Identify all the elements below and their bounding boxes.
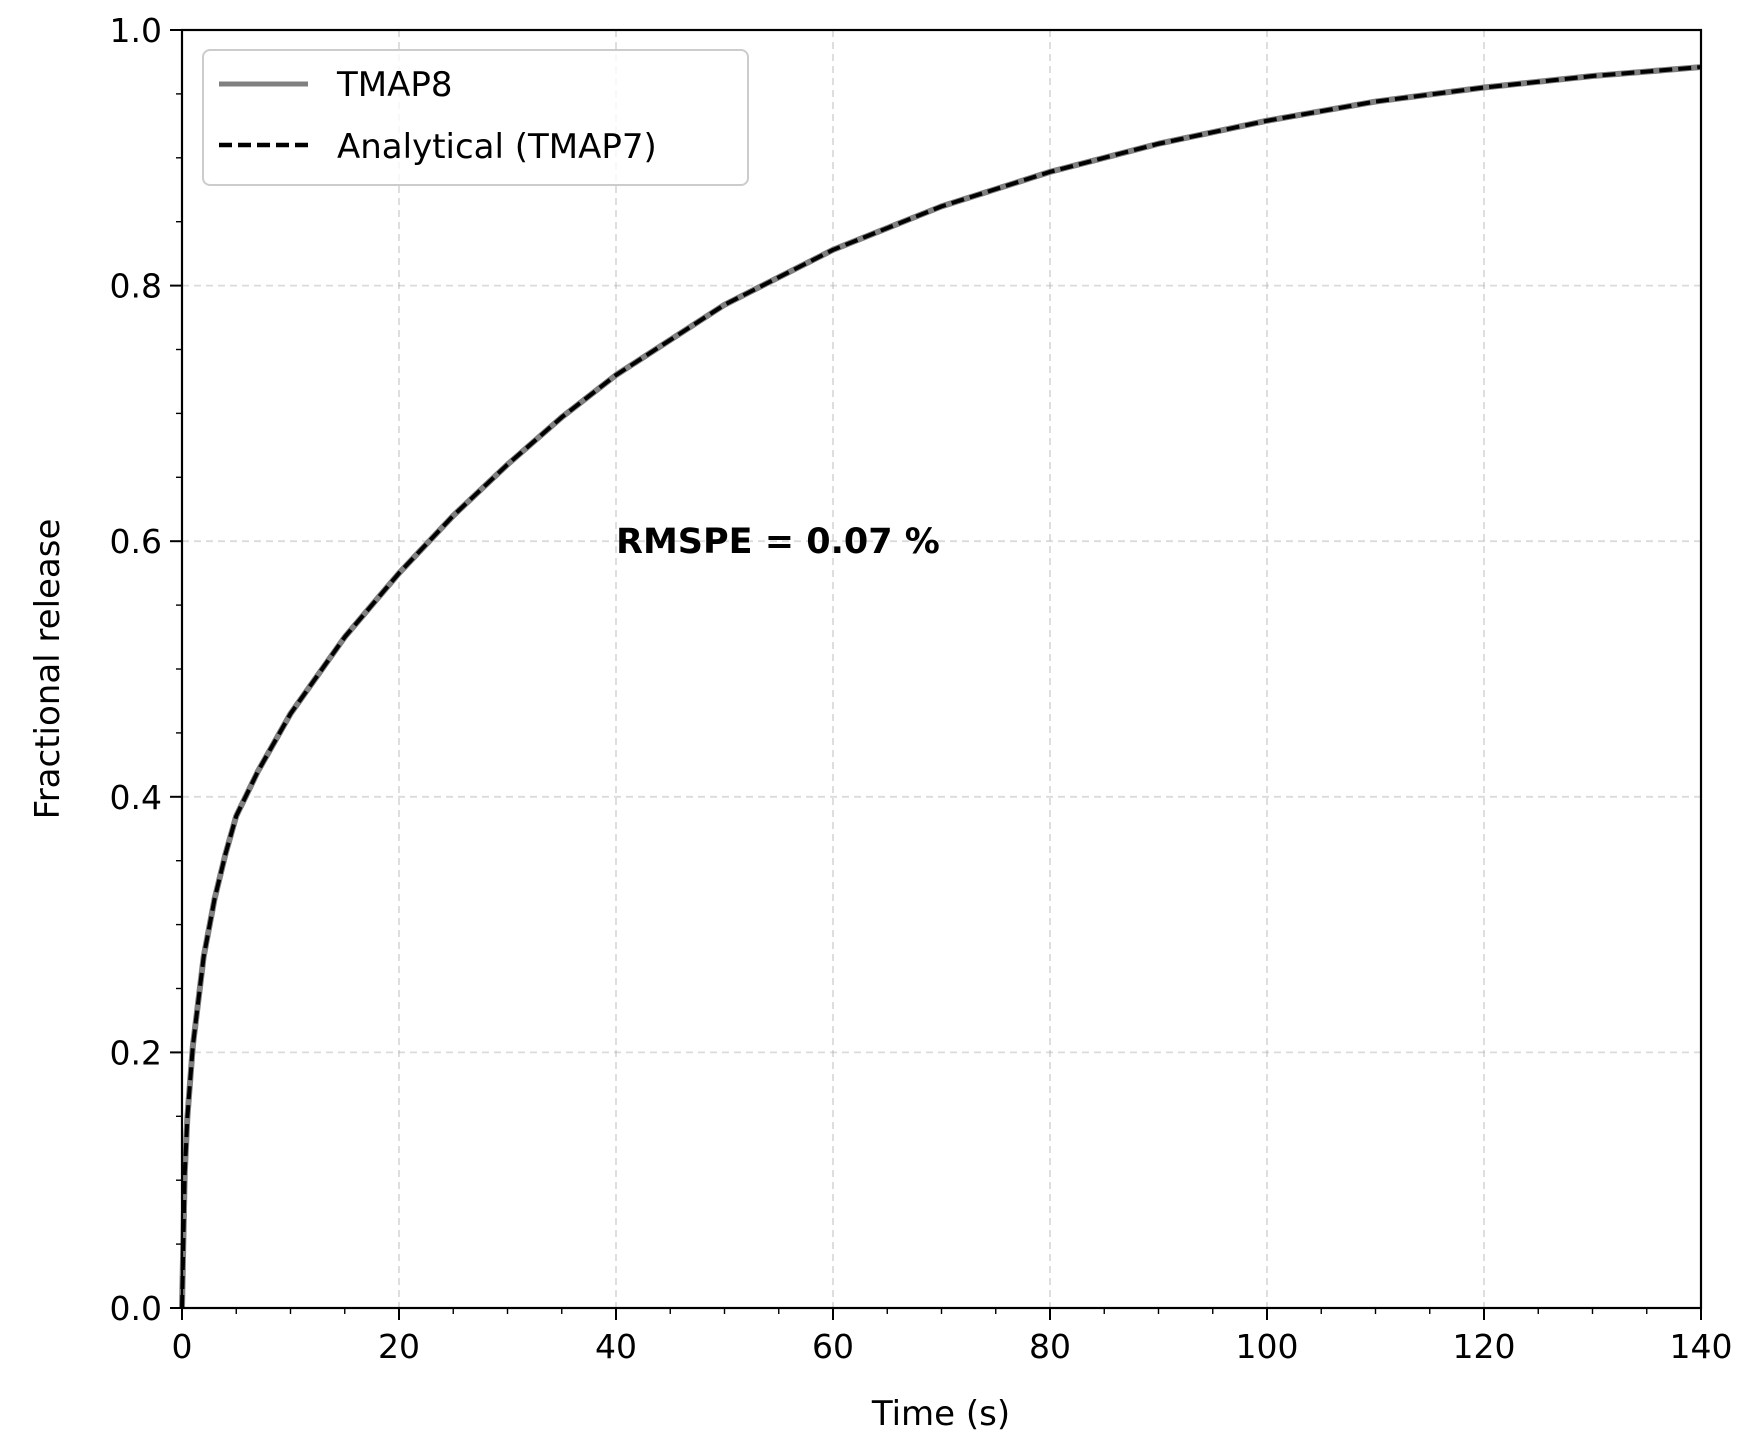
x-tick-label: 120 bbox=[1453, 1327, 1516, 1366]
y-tick-label: 1.0 bbox=[110, 11, 162, 50]
legend: TMAP8 Analytical (TMAP7) bbox=[202, 49, 749, 186]
legend-label-analytical: Analytical (TMAP7) bbox=[337, 127, 657, 167]
y-tick-label: 0.2 bbox=[110, 1033, 162, 1072]
x-tick-label: 20 bbox=[378, 1327, 420, 1366]
y-axis-label: Fractional release bbox=[28, 519, 68, 820]
x-tick-label: 80 bbox=[1029, 1327, 1071, 1366]
y-tick-label: 0.6 bbox=[110, 522, 162, 561]
x-tick-label: 40 bbox=[595, 1327, 637, 1366]
ticks bbox=[170, 29, 1702, 1320]
legend-label-tmap8: TMAP8 bbox=[336, 65, 453, 105]
x-tick-label: 60 bbox=[812, 1327, 854, 1366]
y-tick-label: 0.8 bbox=[110, 267, 162, 306]
series-layer bbox=[179, 64, 1702, 1309]
y-tick-label: 0.0 bbox=[110, 1289, 162, 1328]
tick-labels: 0 20 40 60 80 100 120 140 0.0 0.2 0.4 0.6 0.8 1.0 bbox=[110, 11, 1733, 1366]
x-tick-label: 0 bbox=[172, 1327, 193, 1366]
legend-box bbox=[202, 49, 749, 186]
rmspe-annotation: RMSPE = 0.07 % bbox=[616, 522, 940, 562]
series-line-analytical bbox=[180, 65, 1702, 1309]
y-tick-label: 0.4 bbox=[110, 778, 162, 817]
x-tick-label: 140 bbox=[1670, 1327, 1733, 1366]
x-tick-label: 100 bbox=[1236, 1327, 1299, 1366]
x-axis-label: Time (s) bbox=[871, 1394, 1010, 1434]
